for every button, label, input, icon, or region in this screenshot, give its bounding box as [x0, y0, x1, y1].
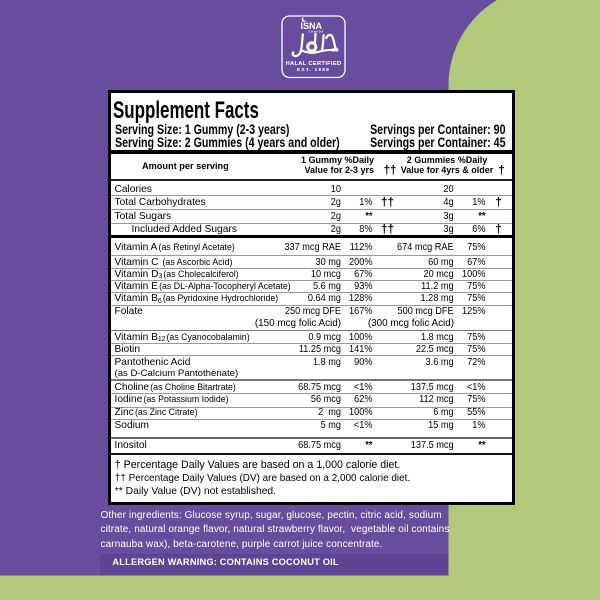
- svg-text:CANADA: CANADA: [309, 30, 324, 34]
- svg-text:EST. 1988: EST. 1988: [297, 67, 330, 73]
- svg-text:ISNA: ISNA: [301, 21, 323, 31]
- svg-text:HALAL CERTIFIED: HALAL CERTIFIED: [286, 61, 342, 67]
